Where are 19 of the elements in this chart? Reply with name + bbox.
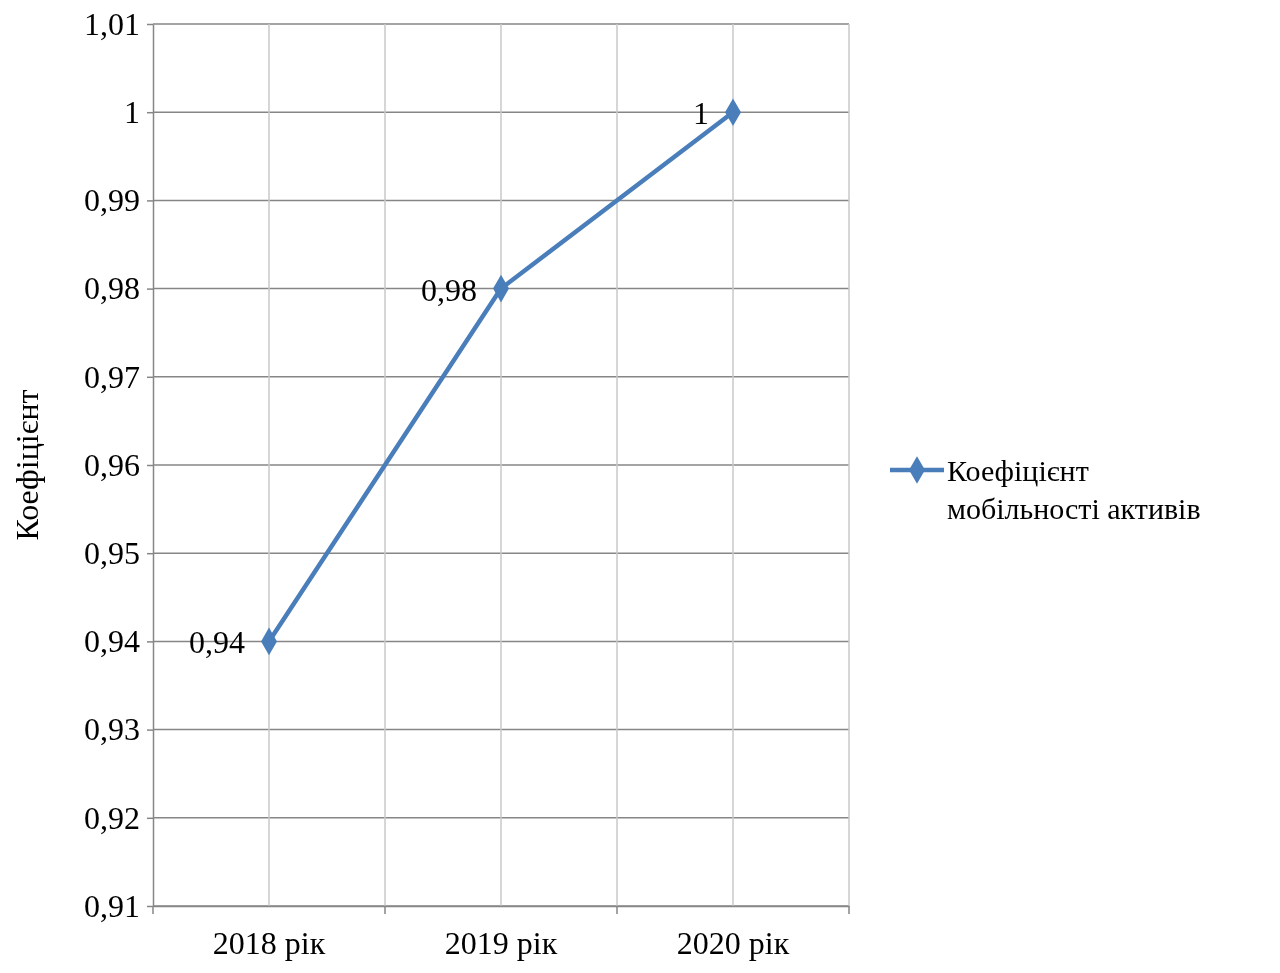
x-tick-label: 2018 рік — [212, 924, 326, 961]
y-tick-label: 0,96 — [84, 446, 140, 483]
data-label: 0,94 — [189, 624, 245, 661]
x-tick-label: 2020 рік — [676, 924, 790, 961]
y-tick-label: 0,99 — [84, 182, 140, 219]
y-tick-label: 0,94 — [84, 623, 140, 660]
legend-label: Коефіцієнт мобільності активів — [947, 454, 1201, 525]
y-tick-label: 0,93 — [84, 711, 140, 748]
y-tick-label: 0,91 — [84, 887, 140, 924]
y-tick-label: 1,01 — [84, 5, 140, 42]
x-tick-label: 2019 рік — [444, 924, 558, 961]
data-label: 1 — [693, 95, 709, 132]
y-tick-label: 0,92 — [84, 799, 140, 836]
y-tick-label: 0,97 — [84, 358, 140, 395]
y-tick-label: 0,95 — [84, 534, 140, 571]
y-axis-title: Коефіцієнт — [9, 389, 45, 541]
y-tick-label: 0,98 — [84, 270, 140, 307]
y-tick-label: 1 — [124, 93, 140, 130]
data-label: 0,98 — [421, 271, 477, 308]
